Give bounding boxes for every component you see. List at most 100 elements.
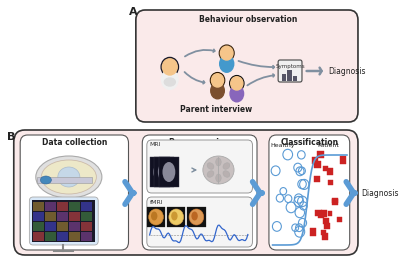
Ellipse shape	[216, 158, 221, 166]
Ellipse shape	[223, 163, 230, 169]
Bar	[328, 180, 333, 186]
Circle shape	[219, 45, 234, 61]
Bar	[57, 232, 68, 241]
Bar	[147, 207, 165, 227]
Bar	[69, 202, 80, 211]
Ellipse shape	[223, 171, 230, 177]
Text: Diagnosis: Diagnosis	[362, 188, 399, 197]
Bar	[45, 212, 56, 221]
Bar	[150, 157, 170, 187]
Bar	[321, 229, 326, 235]
Ellipse shape	[216, 174, 221, 182]
Circle shape	[231, 77, 243, 90]
Bar	[318, 211, 324, 218]
Bar	[316, 210, 322, 217]
Bar	[32, 200, 96, 242]
Bar	[321, 210, 328, 217]
Text: MRI: MRI	[150, 142, 161, 147]
Bar	[323, 218, 329, 224]
Bar	[310, 228, 316, 236]
Bar	[337, 217, 342, 222]
Ellipse shape	[153, 162, 166, 182]
Ellipse shape	[171, 211, 178, 220]
FancyBboxPatch shape	[147, 197, 252, 247]
Bar	[314, 161, 321, 168]
Text: Preprocessing: Preprocessing	[168, 138, 230, 147]
Bar	[332, 197, 338, 203]
Circle shape	[210, 73, 225, 88]
Bar	[69, 212, 80, 221]
Text: Symptoms: Symptoms	[275, 64, 305, 69]
Bar	[154, 157, 174, 187]
Bar	[332, 198, 338, 205]
Ellipse shape	[203, 156, 234, 184]
Ellipse shape	[230, 86, 244, 102]
Bar	[324, 223, 330, 229]
Bar	[81, 202, 92, 211]
Ellipse shape	[41, 160, 96, 194]
Bar	[328, 211, 332, 216]
Ellipse shape	[189, 209, 204, 225]
Circle shape	[230, 76, 244, 91]
Bar	[323, 166, 328, 171]
FancyBboxPatch shape	[136, 10, 358, 122]
Bar	[317, 151, 324, 158]
Bar	[33, 232, 44, 241]
FancyBboxPatch shape	[147, 140, 252, 193]
Bar	[293, 76, 297, 81]
Text: Healthy: Healthy	[270, 143, 295, 148]
Bar	[287, 70, 292, 81]
Ellipse shape	[207, 163, 214, 169]
Text: A: A	[128, 7, 137, 17]
Text: Classification: Classification	[280, 138, 338, 147]
Circle shape	[161, 58, 178, 76]
Bar	[57, 212, 68, 221]
Bar	[340, 157, 346, 164]
Bar	[57, 202, 68, 211]
FancyBboxPatch shape	[20, 135, 128, 250]
Ellipse shape	[149, 209, 163, 225]
Bar	[282, 74, 286, 81]
Text: Parent interview: Parent interview	[180, 105, 252, 114]
FancyBboxPatch shape	[142, 135, 257, 250]
Bar	[327, 167, 333, 175]
Bar	[69, 222, 80, 231]
FancyBboxPatch shape	[278, 60, 302, 82]
Ellipse shape	[207, 171, 214, 177]
Bar	[322, 233, 328, 240]
Text: Patient: Patient	[318, 143, 340, 148]
Circle shape	[162, 59, 177, 75]
Ellipse shape	[211, 83, 224, 99]
Bar	[33, 212, 44, 221]
FancyBboxPatch shape	[14, 130, 358, 255]
Bar	[33, 222, 44, 231]
Ellipse shape	[162, 162, 175, 182]
Bar	[45, 202, 56, 211]
Bar	[45, 232, 56, 241]
Text: B: B	[7, 132, 16, 142]
Bar	[314, 175, 320, 182]
Ellipse shape	[162, 70, 178, 89]
Ellipse shape	[169, 209, 184, 225]
Bar	[33, 202, 44, 211]
Ellipse shape	[164, 78, 175, 86]
Bar	[81, 222, 92, 231]
Bar	[312, 157, 318, 164]
Ellipse shape	[158, 162, 171, 182]
Text: Data collection: Data collection	[42, 138, 107, 147]
Circle shape	[220, 46, 233, 60]
Bar	[159, 157, 179, 187]
Ellipse shape	[40, 176, 52, 184]
Text: fMRI: fMRI	[150, 200, 163, 205]
Bar	[57, 222, 68, 231]
Circle shape	[212, 74, 224, 87]
FancyBboxPatch shape	[269, 135, 350, 250]
Bar	[187, 207, 206, 227]
Text: Diagnosis: Diagnosis	[328, 67, 366, 76]
Ellipse shape	[58, 167, 80, 187]
Bar	[81, 232, 92, 241]
Bar	[45, 222, 56, 231]
Bar	[37, 177, 92, 183]
Ellipse shape	[36, 156, 102, 198]
Bar	[167, 207, 186, 227]
